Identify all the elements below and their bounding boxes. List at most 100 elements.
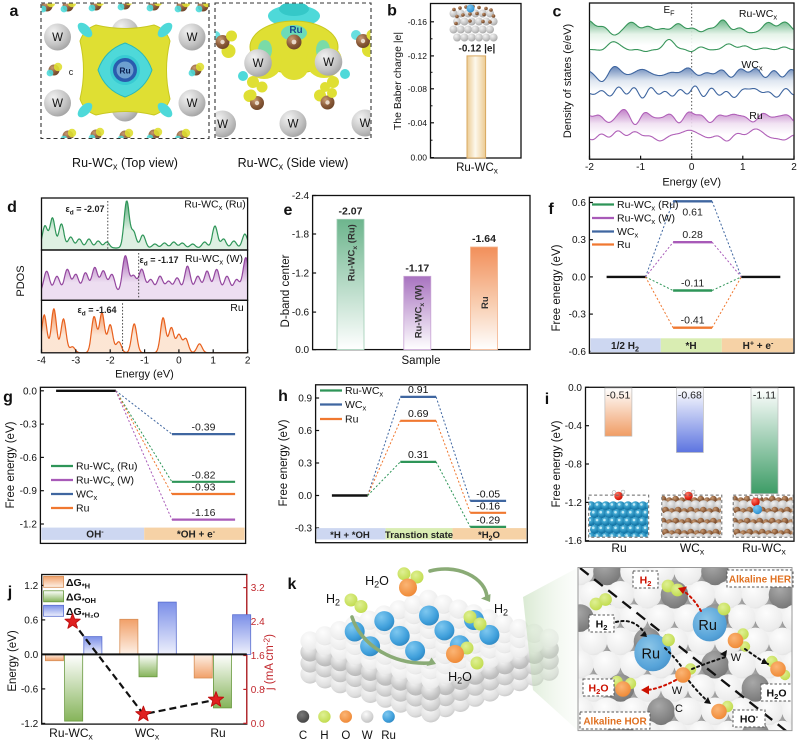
svg-text:1: 1 [210,356,216,367]
svg-text:-0.16: -0.16 [476,500,500,512]
svg-text:-0.6: -0.6 [20,453,38,464]
svg-text:c: c [69,67,74,77]
svg-text:-0.12: -0.12 [408,51,428,61]
svg-text:Free energy (eV): Free energy (eV) [278,419,290,506]
svg-text:ΔG*OH: ΔG*OH [66,591,96,605]
svg-text:H2: H2 [494,602,508,618]
svg-text:Ru-WCx (Side view): Ru-WCx (Side view) [238,156,349,172]
svg-text:-1.2: -1.2 [20,520,38,531]
svg-text:W: W [323,57,334,69]
svg-text:WCx: WCx [345,399,367,413]
svg-text:H2O: H2O [589,682,609,696]
svg-text:-0.82: -0.82 [192,469,216,481]
svg-text:Free energy (eV): Free energy (eV) [551,244,563,331]
svg-text:Ru-WCx (Ru): Ru-WCx (Ru) [76,461,138,475]
svg-text:0.9: 0.9 [298,394,312,405]
svg-text:0.6: 0.6 [24,615,38,626]
svg-text:W: W [362,730,373,742]
svg-text:HO-: HO- [740,712,759,726]
svg-text:Ru: Ru [210,726,225,740]
svg-text:-0.4: -0.4 [565,421,583,432]
svg-text:Energy (eV): Energy (eV) [7,630,19,692]
svg-text:0.3: 0.3 [572,235,586,246]
svg-text:Ru-WCx: Ru-WCx [739,8,777,22]
svg-text:0.0: 0.0 [295,345,309,356]
svg-text:Ru: Ru [749,110,763,122]
svg-text:W: W [217,119,228,131]
svg-text:Ru-WCx: Ru-WCx [345,385,383,399]
svg-text:Ru: Ru [289,25,302,36]
svg-text:WCx: WCx [741,59,763,73]
svg-text:-2.07: -2.07 [339,205,363,217]
svg-text:W: W [360,118,371,130]
svg-text:H2O: H2O [767,687,787,701]
svg-text:-3: -3 [71,356,80,367]
svg-text:Ru-WCx (Ru): Ru-WCx (Ru) [347,224,360,281]
svg-text:-0.9: -0.9 [20,486,38,497]
svg-text:Ru: Ru [381,730,396,742]
svg-text:-0.93: -0.93 [192,482,216,494]
svg-text:-1.2: -1.2 [565,498,583,509]
svg-text:-0.11: -0.11 [681,278,704,290]
svg-text:0.00: 0.00 [410,153,427,163]
svg-text:Ru-WCx: Ru-WCx [456,162,499,176]
svg-text:Ru-WCx: Ru-WCx [742,541,786,557]
svg-text:Free energy (eV): Free energy (eV) [5,421,17,508]
svg-text:f: f [548,201,554,218]
svg-text:-2: -2 [585,162,594,173]
svg-text:0: 0 [689,162,695,173]
svg-text:2: 2 [245,356,251,367]
svg-text:Ru: Ru [345,414,359,426]
svg-text:-0.29: -0.29 [476,514,500,526]
svg-text:0.0: 0.0 [298,491,312,502]
svg-text:-0.6: -0.6 [569,347,587,358]
svg-text:-2.4: -2.4 [292,191,310,202]
svg-text:-0.8: -0.8 [565,460,583,471]
svg-text:W: W [52,32,63,44]
svg-text:O: O [341,730,350,742]
svg-text:-1.11: -1.11 [753,389,776,401]
svg-text:a: a [10,3,19,20]
svg-text:H2O: H2O [365,574,389,590]
svg-text:-1.2: -1.2 [21,719,39,730]
svg-text:0.6: 0.6 [572,198,586,209]
svg-text:Energy (eV): Energy (eV) [115,369,174,381]
svg-text:0.91: 0.91 [408,384,429,396]
svg-text:-0.6: -0.6 [292,308,310,319]
svg-text:εd = -1.64: εd = -1.64 [77,305,116,318]
svg-text:C: C [675,703,683,715]
svg-text:Ru-WCx (Ru): Ru-WCx (Ru) [184,199,246,213]
svg-text:*H2O: *H2O [478,530,501,543]
svg-text:-2: -2 [106,356,115,367]
svg-text:0.0: 0.0 [23,386,37,397]
svg-text:Ru-WCx (W): Ru-WCx (W) [413,285,426,338]
svg-text:*OH + e-: *OH + e- [177,527,216,541]
svg-text:ΔG*H: ΔG*H [66,577,90,591]
svg-text:PDOS: PDOS [15,265,27,296]
svg-text:εd = -1.17: εd = -1.17 [139,255,178,268]
svg-text:-1.17: -1.17 [405,262,429,274]
svg-text:W: W [731,652,742,664]
svg-text:Sample: Sample [402,355,441,367]
svg-text:2: 2 [791,162,797,173]
svg-text:i: i [545,391,549,408]
svg-text:-0.12 |e|: -0.12 |e| [459,44,496,55]
svg-text:WCx: WCx [617,226,639,240]
svg-text:Ru: Ru [230,302,244,314]
svg-text:Energy (eV): Energy (eV) [662,177,721,189]
svg-text:H2: H2 [326,592,340,608]
svg-text:-0.16: -0.16 [408,17,428,27]
svg-text:b: b [387,3,397,20]
svg-text:g: g [3,389,13,406]
svg-text:0.8: 0.8 [251,685,265,696]
svg-text:Ru: Ru [480,296,491,309]
svg-text:1: 1 [740,162,746,173]
svg-text:-0.08: -0.08 [408,84,428,94]
svg-text:-0.3: -0.3 [569,310,587,321]
svg-text:Transtion state: Transtion state [385,530,453,541]
svg-text:H2O: H2O [448,670,472,686]
svg-text:Ru-WCx: Ru-WCx [49,726,93,742]
svg-text:j (mA cm-2): j (mA cm-2) [263,634,277,691]
svg-text:-0.05: -0.05 [476,488,500,500]
svg-text:The Baber charge |e|: The Baber charge |e| [392,32,404,130]
